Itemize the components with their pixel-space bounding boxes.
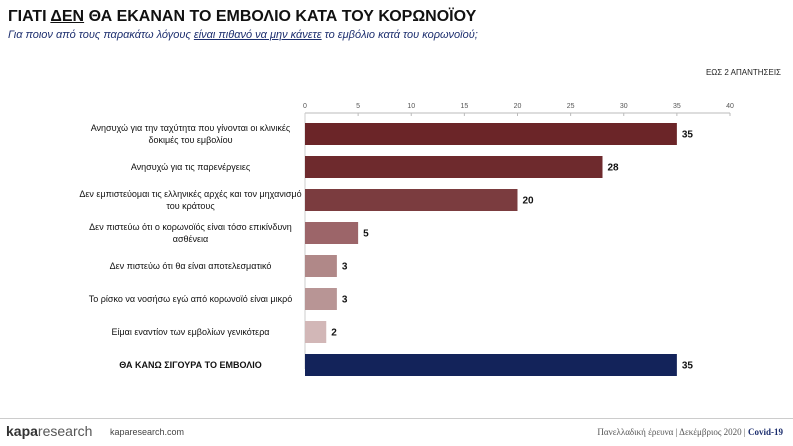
survey-info: Πανελλαδική έρευνα | Δεκέμβριος 2020 | bbox=[597, 427, 746, 437]
chart: 0 5 10 15 20 25 30 35 40 35 28 20 5 3 3 2 35 bbox=[303, 103, 734, 376]
x-tick-label: 20 bbox=[514, 103, 522, 110]
bar bbox=[305, 354, 677, 376]
value-label: 3 bbox=[342, 295, 348, 306]
title-part: ΓΙΑΤΙ bbox=[8, 8, 47, 25]
category-label: Ανησυχώ για τις παρενέργειες bbox=[130, 161, 251, 172]
title-part: ΘΑ ΕΚΑΝΑΝ ΤΟ ΕΜΒΟΛΙΟ ΚΑΤΑ ΤΟΥ ΚΟΡΩΝΟΪΟΥ bbox=[88, 8, 477, 25]
value-label: 35 bbox=[682, 130, 694, 141]
value-label: 28 bbox=[608, 163, 620, 174]
bar bbox=[305, 288, 337, 310]
value-label: 2 bbox=[331, 328, 337, 339]
category-label: Δεν πιστεύω ότι θα είναι αποτελεσματικό bbox=[109, 260, 272, 271]
category-label: Είμαι εναντίον των εμβολίων γενικότερα bbox=[111, 326, 270, 337]
subtitle-emphasis: είναι πιθανό να μην κάνετε bbox=[193, 29, 322, 41]
bar bbox=[305, 255, 337, 277]
category-label: Δεν εμπιστεύομαι τις ελληνικές αρχές και… bbox=[79, 188, 302, 211]
value-label: 20 bbox=[523, 196, 535, 207]
logo: kaparesearch bbox=[6, 423, 92, 439]
subtitle: Για ποιον από τους παρακάτω λόγους είναι… bbox=[8, 29, 478, 41]
x-tick-label: 0 bbox=[303, 103, 307, 110]
x-tick-label: 15 bbox=[460, 103, 468, 110]
category-label: Ανησυχώ για την ταχύτητα που γίνονται οι… bbox=[90, 122, 291, 145]
x-tick-label: 25 bbox=[567, 103, 575, 110]
title-emphasis: ΔΕΝ bbox=[50, 8, 85, 25]
bar bbox=[305, 156, 603, 178]
logo-main: kapa bbox=[6, 423, 38, 439]
title: ΓΙΑΤΙ ΔΕΝ ΘΑ ΕΚΑΝΑΝ ΤΟ ΕΜΒΟΛΙΟ ΚΑΤΑ ΤΟΥ … bbox=[8, 8, 476, 26]
category-label: Δεν πιστεύω ότι ο κορωνοϊός είναι τόσο ε… bbox=[89, 221, 292, 244]
bar bbox=[305, 321, 327, 343]
category-label: ΘΑ ΚΑΝΩ ΣΙΓΟΥΡΑ ΤΟ ΕΜΒΟΛΙΟ bbox=[119, 359, 262, 370]
bar bbox=[305, 189, 518, 211]
subtitle-part: το εμβόλιο κατά του κορωνοϊού; bbox=[324, 29, 478, 41]
note: ΕΩΣ 2 ΑΠΑΝΤΗΣΕΙΣ bbox=[705, 68, 781, 77]
footer-line bbox=[0, 418, 793, 419]
site: kaparesearch.com bbox=[110, 427, 185, 437]
x-tick-label: 10 bbox=[407, 103, 415, 110]
logo-suffix: research bbox=[37, 423, 93, 439]
survey: Πανελλαδική έρευνα | Δεκέμβριος 2020 | C… bbox=[597, 427, 783, 437]
value-label: 5 bbox=[363, 229, 369, 240]
x-tick-label: 35 bbox=[673, 103, 681, 110]
topic: Covid-19 bbox=[747, 427, 783, 437]
value-label: 35 bbox=[682, 361, 694, 372]
x-tick-label: 30 bbox=[620, 103, 628, 110]
bar bbox=[305, 222, 359, 244]
bar bbox=[305, 123, 677, 145]
subtitle-part: Για ποιον από τους παρακάτω λόγους bbox=[8, 29, 191, 41]
x-tick-label: 5 bbox=[356, 103, 360, 110]
category-label: Το ρίσκο να νοσήσω εγώ από κορωνοϊό είνα… bbox=[88, 293, 293, 304]
value-label: 3 bbox=[342, 262, 348, 273]
x-tick-label: 40 bbox=[726, 103, 734, 110]
